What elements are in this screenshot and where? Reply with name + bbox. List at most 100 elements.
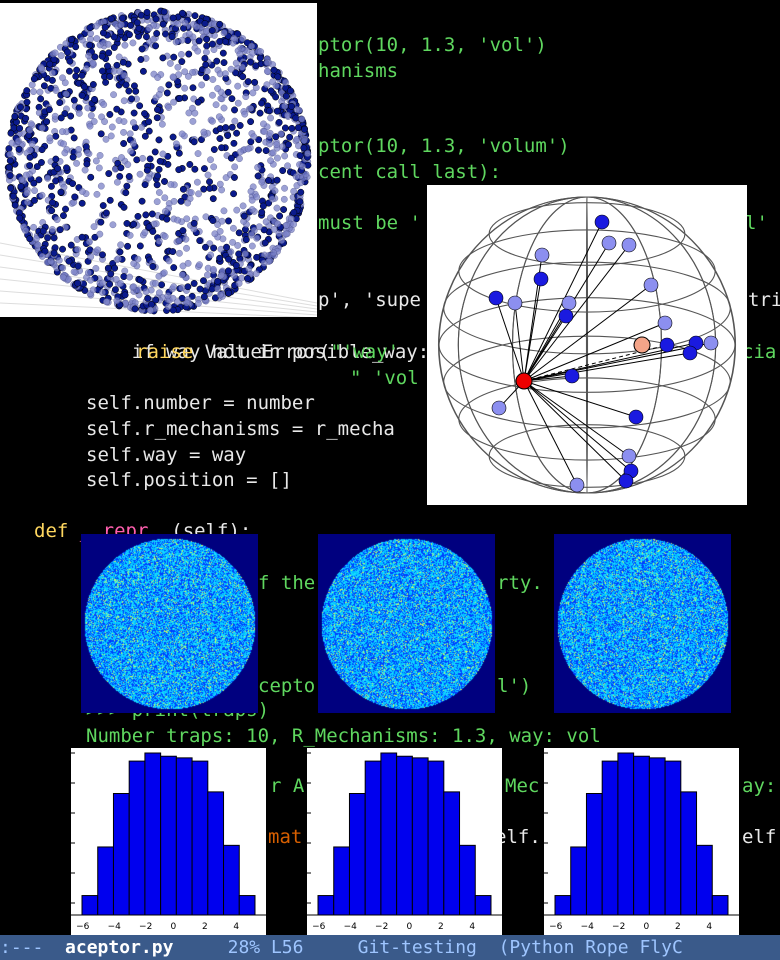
scatter-point [57,188,65,196]
scatter-point [22,171,30,179]
scatter-point [113,178,121,186]
scatter-point [169,306,177,314]
code-editor[interactable]: ptor(10, 1.3, 'vol') hanisms ptor(10, 1.3,… [0,0,780,935]
scatter-point [99,202,107,210]
scatter-point [72,72,80,80]
scatter-point [281,124,289,132]
scatter-point [78,71,86,79]
scatter-point [169,73,177,81]
raise-string-2: " 'vol [350,367,419,389]
scatter-point [116,68,124,75]
scatter-point [161,207,169,215]
scatter-point [57,52,65,60]
histogram-bar [160,755,177,916]
scatter-point [159,54,167,62]
histogram-bar [317,895,335,916]
scatter-point [260,120,267,128]
status-position: 28% L56 [227,937,304,958]
scatter-point [216,38,224,45]
scatter-point [275,230,283,237]
def-keyword: def [34,520,69,542]
scatter-point [269,149,277,157]
scatter-point [38,124,46,132]
scatter-point [209,217,217,224]
scatter-point [266,129,274,137]
scatter-point [200,293,208,301]
scatter-point [39,227,47,235]
histogram-bar [585,793,603,916]
scatter-point [37,95,45,103]
scatter-point [212,101,220,109]
scatter-point [216,227,224,235]
scatter-point [48,207,56,215]
scatter-point [6,157,14,165]
scatter-point [178,58,186,66]
scatter-point [30,75,38,83]
scatter-point [62,40,70,48]
scatter-point [200,277,207,285]
scatter-point [279,167,287,175]
scatter-point [207,156,214,164]
scatter-point [69,180,77,188]
scatter-point [37,159,45,166]
status-filename[interactable]: aceptor.py [65,937,174,958]
scatter-point [58,128,66,136]
scatter-point [50,249,58,257]
scatter-point [274,73,282,81]
scatter-point [87,276,95,284]
code-line-raise: raise ValueError("'way' [136,339,399,365]
scatter-point [154,74,162,81]
scatter-point [233,129,241,137]
scatter-point [38,64,45,72]
histogram-1: −6 −4 −2 0 2 4 [71,748,266,935]
scatter-point [300,144,308,152]
scatter-point [173,298,181,306]
scatter-point [287,87,294,95]
scatter-point [236,122,244,129]
histogram-2: −6 −4 −2 0 2 4 [307,748,502,935]
wire-node [618,473,634,489]
doc-fragment-1: f the [258,572,316,594]
doc-fragment-2: rty. [497,572,543,594]
histogram-tick-label: 2 [675,922,681,932]
scatter-point [110,91,118,99]
scatter-point [175,166,183,174]
scatter-point [230,34,238,42]
scatter-point [152,15,160,23]
scatter-point [34,241,42,249]
scatter-point [165,257,173,265]
scatter-point [110,33,118,41]
scatter-point [224,267,232,275]
scatter-point [117,21,125,29]
scatter-point [48,76,56,84]
scatter-point [290,220,298,228]
scatter-point [11,112,19,120]
scatter-point [258,99,266,107]
scatter-point [84,104,92,112]
histogram-bar [570,846,587,916]
raise-function: ValueError( [204,341,331,363]
scatter-point [288,124,296,132]
histogram-bar [207,791,225,916]
scatter-point [56,99,64,107]
scatter-point [133,19,141,27]
scatter-point [143,8,151,16]
scatter-point [120,273,128,281]
scatter-point [194,150,202,158]
scatter-point [282,92,290,100]
histogram-bar [680,791,698,916]
scatter-point [247,58,254,66]
scatter-point [104,40,112,48]
histogram-tick-label: −2 [612,922,625,932]
scatter-point [284,111,292,119]
scatter-point [130,220,138,228]
fragment-mat: mat [268,826,303,848]
scatter-point [292,173,300,181]
scatter-point [93,190,101,198]
scatter-point [282,78,290,86]
scatter-point [91,53,99,61]
histogram-tick-label: −4 [581,922,595,932]
scatter-point [174,216,182,224]
scatter-point [60,140,68,148]
scatter-point [136,102,144,110]
